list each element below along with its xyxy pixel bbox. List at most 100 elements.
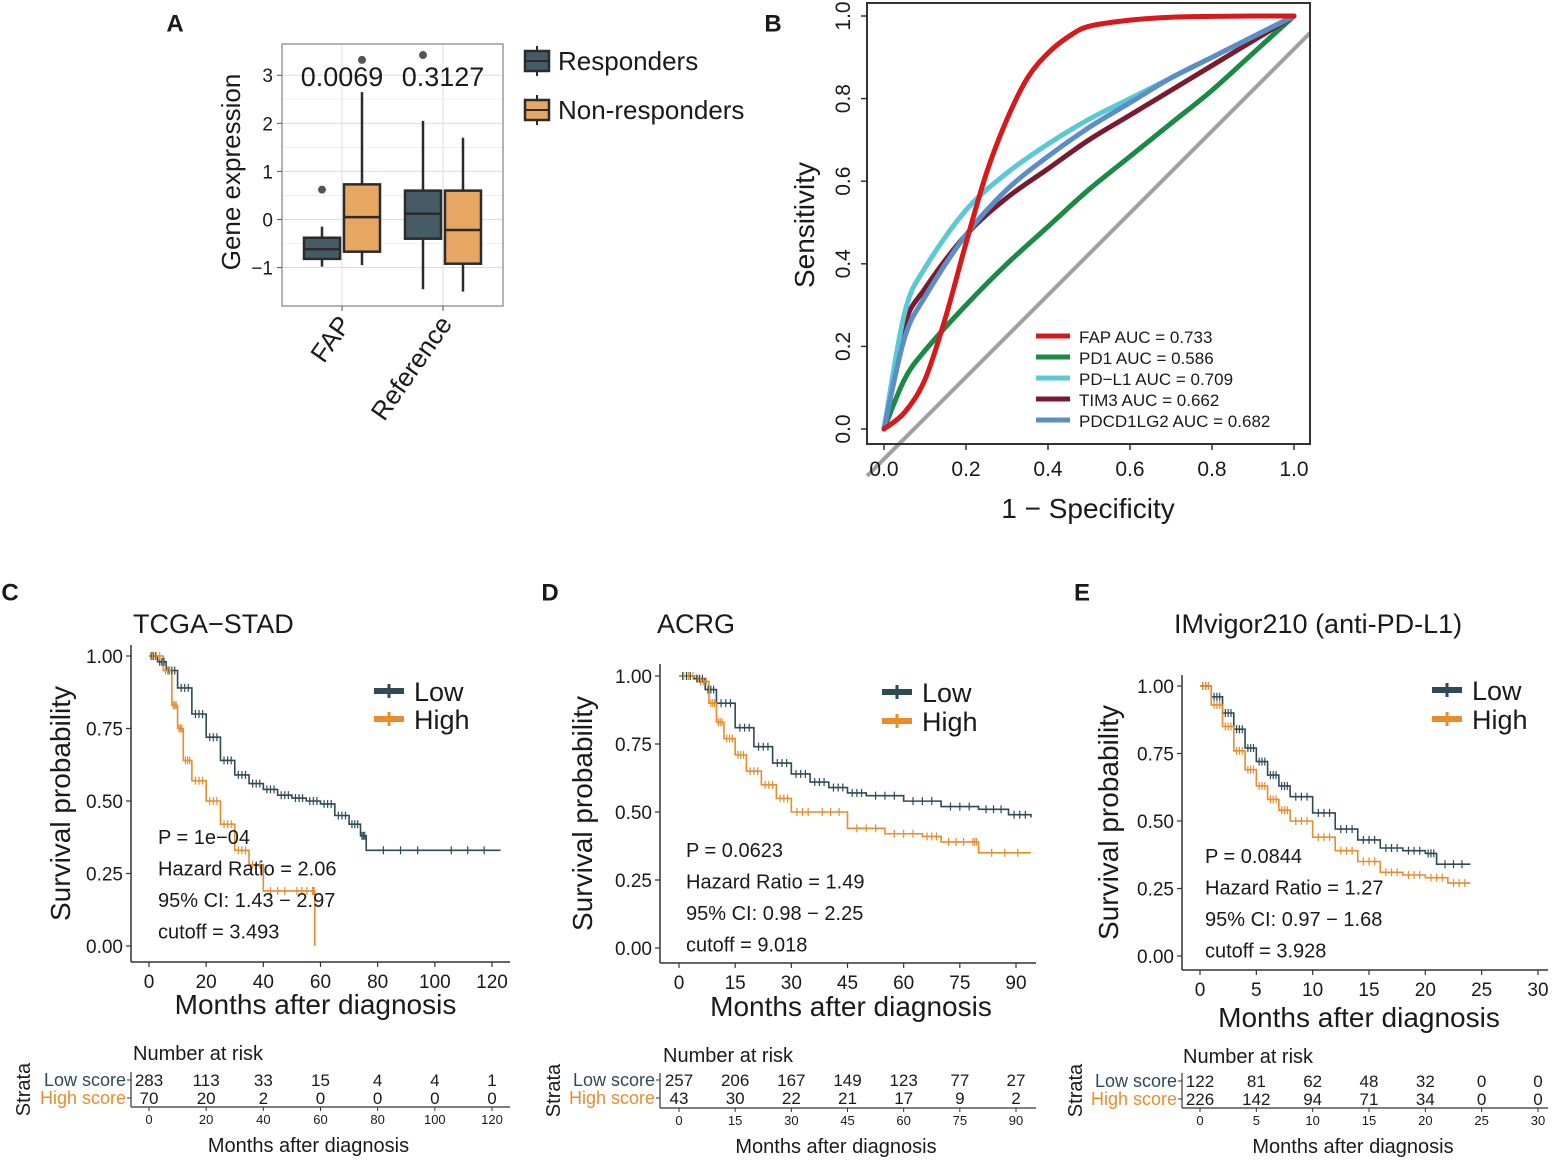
panel-c-risk-title: Number at risk [133,1043,264,1065]
panel-c-xtick-label: 100 [419,972,451,993]
panel-c-strata-label: Strata [13,1062,35,1116]
panel-d-risk-xtick-label: 0 [675,1113,682,1128]
survival-curve-low [679,675,1032,818]
panel-d-xtick-label: 75 [949,973,970,994]
panel-e-xtick-label: 25 [1471,980,1492,1001]
box-outlier-point [358,55,366,64]
panel-e-xlabel: Months after diagnosis [1218,1002,1500,1033]
box-reference-non-responders [443,189,483,265]
panel-d-ytick-label: 1.00 [615,667,652,688]
risk-count-cell: 0 [316,1089,325,1108]
panel-a-ytick-label: 3 [262,66,273,87]
panel-b-ytick-label: 0.2 [832,332,855,361]
panel-a-ytick-label: 1 [262,162,273,183]
risk-count-cell: 123 [889,1071,917,1090]
roc-diagonal-reference [865,31,1312,478]
panel-c-stat-line: 95% CI: 1.43 − 2.97 [158,890,335,912]
panel-c-xtick-label: 60 [310,972,331,993]
panel-c-xtick-label: 0 [144,972,155,993]
panel-e-stat-line: Hazard Ratio = 1.27 [1205,878,1383,900]
panel-a-ytick-label: 0 [262,210,273,231]
panel-c-ytick-label: 0.25 [86,865,123,886]
risk-row-label-high-score: High score [569,1088,655,1108]
risk-count-cell: 142 [1242,1090,1270,1109]
panel-e-risk-title: Number at risk [1183,1046,1314,1068]
panel-c-ytick-label: 0.00 [86,937,123,958]
panel-e-risk-xtick-label: 25 [1474,1113,1488,1128]
panel-d-strata-label: Strata [543,1063,565,1117]
panel-d-xtick-label: 15 [725,973,746,994]
panel-a-ytick-label: −1 [251,259,273,280]
risk-row-label-low-score: Low score [1095,1071,1177,1091]
roc-curve-pd1 [881,13,1297,432]
panel-e-xtick-label: 0 [1195,980,1206,1001]
roc-curve-pdcd1lg2 [881,13,1297,432]
panel-e-risk-xtick-label: 0 [1196,1113,1203,1128]
panel-e-ylabel: Survival probability [1093,705,1124,940]
panel-c-risk-xtick-label: 20 [199,1112,213,1127]
risk-count-cell: 77 [950,1071,969,1090]
risk-count-cell: 0 [430,1089,439,1108]
survival-legend-label-low: Low [922,678,972,708]
risk-count-cell: 4 [373,1071,382,1090]
panel-c-stat-line: P = 1e−04 [158,827,250,849]
risk-count-cell: 0 [1477,1090,1486,1109]
panel-d-xtick-label: 0 [674,973,685,994]
box-outlier-point [419,51,427,60]
panel-d-xtick-label: 60 [893,973,914,994]
panel-e-xtick-label: 15 [1358,980,1379,1001]
panel-e-xtick-label: 20 [1415,980,1436,1001]
legend-label-non-responders: Non-responders [558,95,744,125]
risk-count-cell: 94 [1303,1090,1322,1109]
panel-e-risk-xtick-label: 10 [1305,1113,1319,1128]
panel-d-ytick-label: 0.75 [615,735,652,756]
panel-d-risk-xtick-label: 45 [840,1113,854,1128]
panel-d-risk-xtick-label: 30 [784,1113,798,1128]
panel-d-xtick-label: 30 [781,973,802,994]
risk-count-cell: 32 [1416,1072,1435,1091]
risk-count-cell: 21 [838,1089,857,1108]
panel-d-risk-xtick-label: 75 [953,1113,967,1128]
panel-d-xlabel: Months after diagnosis [710,991,992,1022]
panel-d-risk-xtick-label: 60 [896,1113,910,1128]
panel-c-risk-xtick-label: 60 [313,1112,327,1127]
risk-count-cell: 0 [1477,1072,1486,1091]
panel-a-ytick-label: 2 [262,114,273,135]
roc-curve-fap [881,13,1297,432]
risk-count-cell: 20 [197,1089,216,1108]
panel-b-xtick-label: 1.0 [1279,458,1308,481]
risk-count-cell: 9 [955,1089,964,1108]
panel-c-xlabel: Months after diagnosis [175,989,457,1020]
panel-c-risk-xlabel: Months after diagnosis [208,1135,409,1157]
risk-count-cell: 0 [373,1089,382,1108]
roc-curve-tim3 [881,13,1297,432]
panel-b-xtick-label: 0.4 [1033,458,1063,481]
survival-legend-label-high: High [1472,705,1528,735]
risk-count-cell: 2 [259,1089,268,1108]
roc-legend-label-pd1: PD1 AUC = 0.586 [1079,349,1214,368]
panel-e-xtick-label: 10 [1302,980,1323,1001]
panel-e-risk-xlabel: Months after diagnosis [1252,1136,1453,1158]
panel-d-risk-xlabel: Months after diagnosis [735,1136,936,1158]
panel-e-strata-label: Strata [1065,1063,1087,1117]
panel-label-e: E [1074,579,1090,606]
panel-c-ytick-label: 0.50 [86,792,123,813]
panel-d-risk-xtick-label: 90 [1009,1113,1023,1128]
risk-count-cell: 149 [833,1071,861,1090]
panel-b-xtick-label: 0.6 [1115,458,1144,481]
panel-b-ytick-label: 0.6 [832,167,855,196]
risk-count-cell: 167 [777,1071,805,1090]
risk-count-cell: 30 [726,1089,745,1108]
panel-c-xtick-label: 80 [367,972,388,993]
roc-legend-label-pd−l1: PD−L1 AUC = 0.709 [1079,370,1233,389]
panel-b-frame [866,2,1311,445]
risk-count-cell: 27 [1007,1071,1026,1090]
panel-b-ytick-label: 0.0 [832,414,855,443]
roc-legend-label-fap: FAP AUC = 0.733 [1079,328,1212,347]
risk-count-cell: 0 [1533,1072,1542,1091]
risk-row-label-high-score: High score [40,1088,126,1108]
panel-e-risk-xtick-label: 5 [1253,1113,1260,1128]
panel-e-ytick-label: 0.00 [1137,947,1174,968]
panel-c-title: TCGA−STAD [133,609,294,639]
panel-d-risk-xtick-label: 15 [728,1113,742,1128]
